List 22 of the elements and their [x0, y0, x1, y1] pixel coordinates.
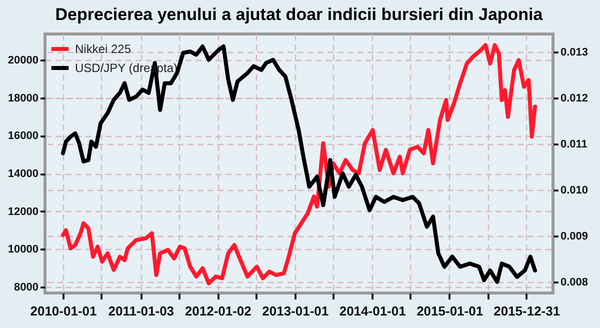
y-tick-label: 18000	[8, 92, 38, 104]
y2-tick-label: 0.011	[560, 138, 588, 150]
chart-title: Deprecierea yenului a ajutat doar indicii bursieri din Japonia	[55, 5, 544, 24]
x-tick-label: 2015-01-01	[416, 304, 484, 318]
y-tick-label: 14000	[8, 168, 38, 180]
y-tick-label: 12000	[8, 206, 38, 218]
x-tick-label: 2015-12-31	[494, 304, 560, 318]
y-tick-label: 20000	[8, 54, 38, 67]
x-tick-label: 2014-01-01	[339, 304, 406, 318]
y-tick-label: 16000	[8, 130, 38, 142]
y-tick-label: 8000	[14, 281, 38, 294]
y2-tick-label: 0.012	[560, 92, 588, 104]
legend-label: Nikkei 225	[75, 42, 132, 56]
x-tick-label: 2010-01-01	[30, 304, 97, 318]
x-tick-label: 2011-01-03	[108, 304, 174, 318]
x-tick-label: 2012-01-02	[184, 304, 252, 318]
y-tick-label: 10000	[8, 244, 38, 256]
y2-tick-label: 0.009	[560, 230, 588, 242]
x-tick-label: 2013-01-01	[262, 304, 329, 318]
y2-tick-label: 0.008	[560, 276, 588, 288]
y2-tick-label: 0.013	[560, 46, 588, 58]
y2-tick-label: 0.010	[560, 184, 588, 196]
